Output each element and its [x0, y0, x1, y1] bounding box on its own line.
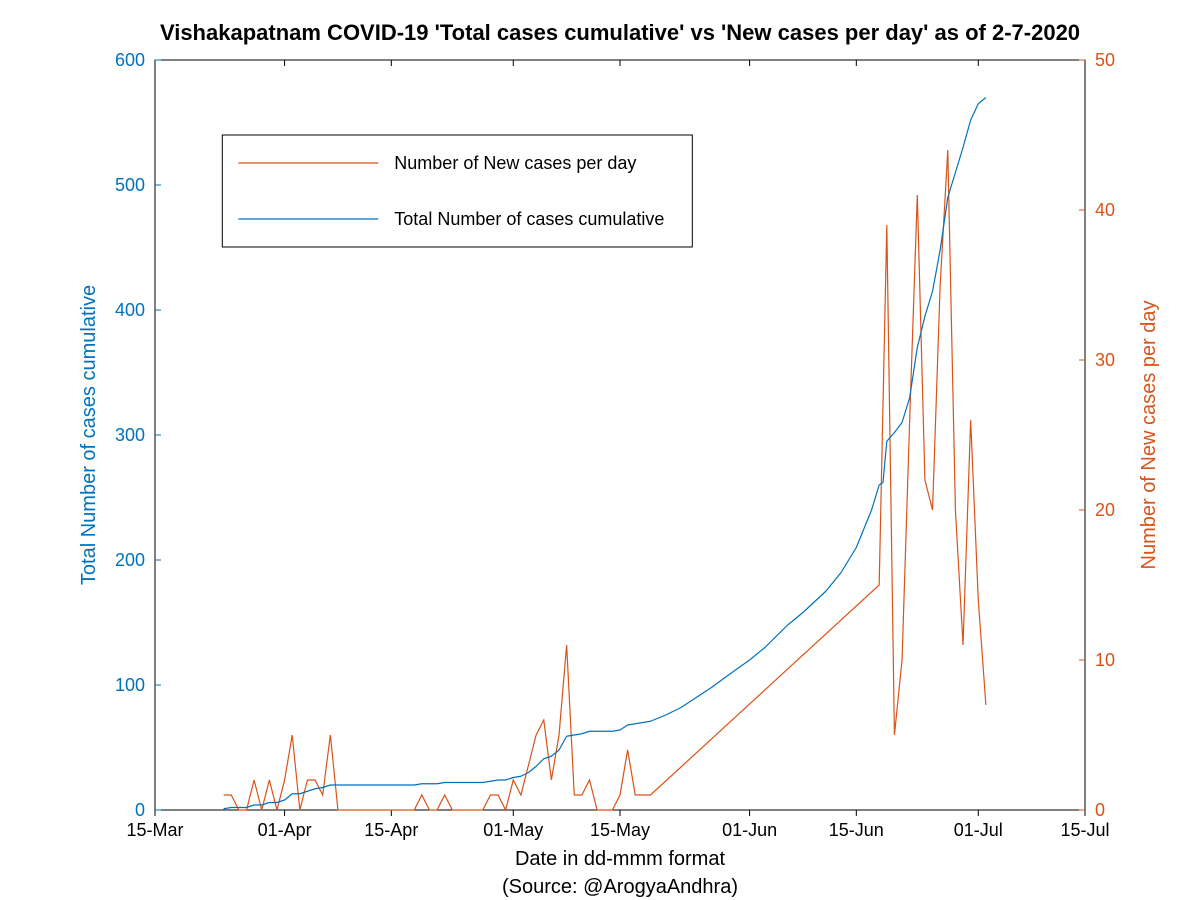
chart-container: Vishakapatnam COVID-19 'Total cases cumu…	[0, 0, 1200, 900]
y-right-axis-label: Number of New cases per day	[1138, 300, 1160, 569]
y-left-tick-label: 400	[115, 300, 145, 320]
y-right-tick-label: 50	[1095, 50, 1115, 70]
x-tick-label: 15-Mar	[126, 820, 183, 840]
legend-label: Number of New cases per day	[394, 153, 636, 173]
y-left-tick-label: 600	[115, 50, 145, 70]
x-tick-label: 01-May	[483, 820, 543, 840]
x-tick-label: 01-Apr	[258, 820, 312, 840]
x-axis-label-line2: (Source: @ArogyaAndhra)	[502, 876, 738, 898]
x-tick-label: 01-Jun	[722, 820, 777, 840]
x-tick-label: 15-May	[590, 820, 650, 840]
y-right-tick-label: 30	[1095, 350, 1115, 370]
x-axis-label-line1: Date in dd-mmm format	[515, 848, 725, 870]
y-left-tick-label: 500	[115, 175, 145, 195]
chart-title: Vishakapatnam COVID-19 'Total cases cumu…	[160, 20, 1080, 45]
x-tick-label: 15-Jul	[1060, 820, 1109, 840]
y-left-tick-label: 0	[135, 800, 145, 820]
y-left-axis-label: Total Number of cases cumulative	[78, 285, 100, 585]
y-right-tick-label: 0	[1095, 800, 1105, 820]
series-new-cases	[224, 150, 986, 810]
x-tick-label: 01-Jul	[954, 820, 1003, 840]
x-tick-label: 15-Jun	[829, 820, 884, 840]
y-right-tick-label: 10	[1095, 650, 1115, 670]
legend-box	[222, 135, 692, 247]
y-right-tick-label: 20	[1095, 500, 1115, 520]
y-left-tick-label: 200	[115, 550, 145, 570]
y-right-tick-label: 40	[1095, 200, 1115, 220]
y-left-tick-label: 100	[115, 675, 145, 695]
y-left-tick-label: 300	[115, 425, 145, 445]
x-tick-label: 15-Apr	[364, 820, 418, 840]
dual-axis-line-chart: Vishakapatnam COVID-19 'Total cases cumu…	[0, 0, 1200, 900]
legend-label: Total Number of cases cumulative	[394, 209, 664, 229]
